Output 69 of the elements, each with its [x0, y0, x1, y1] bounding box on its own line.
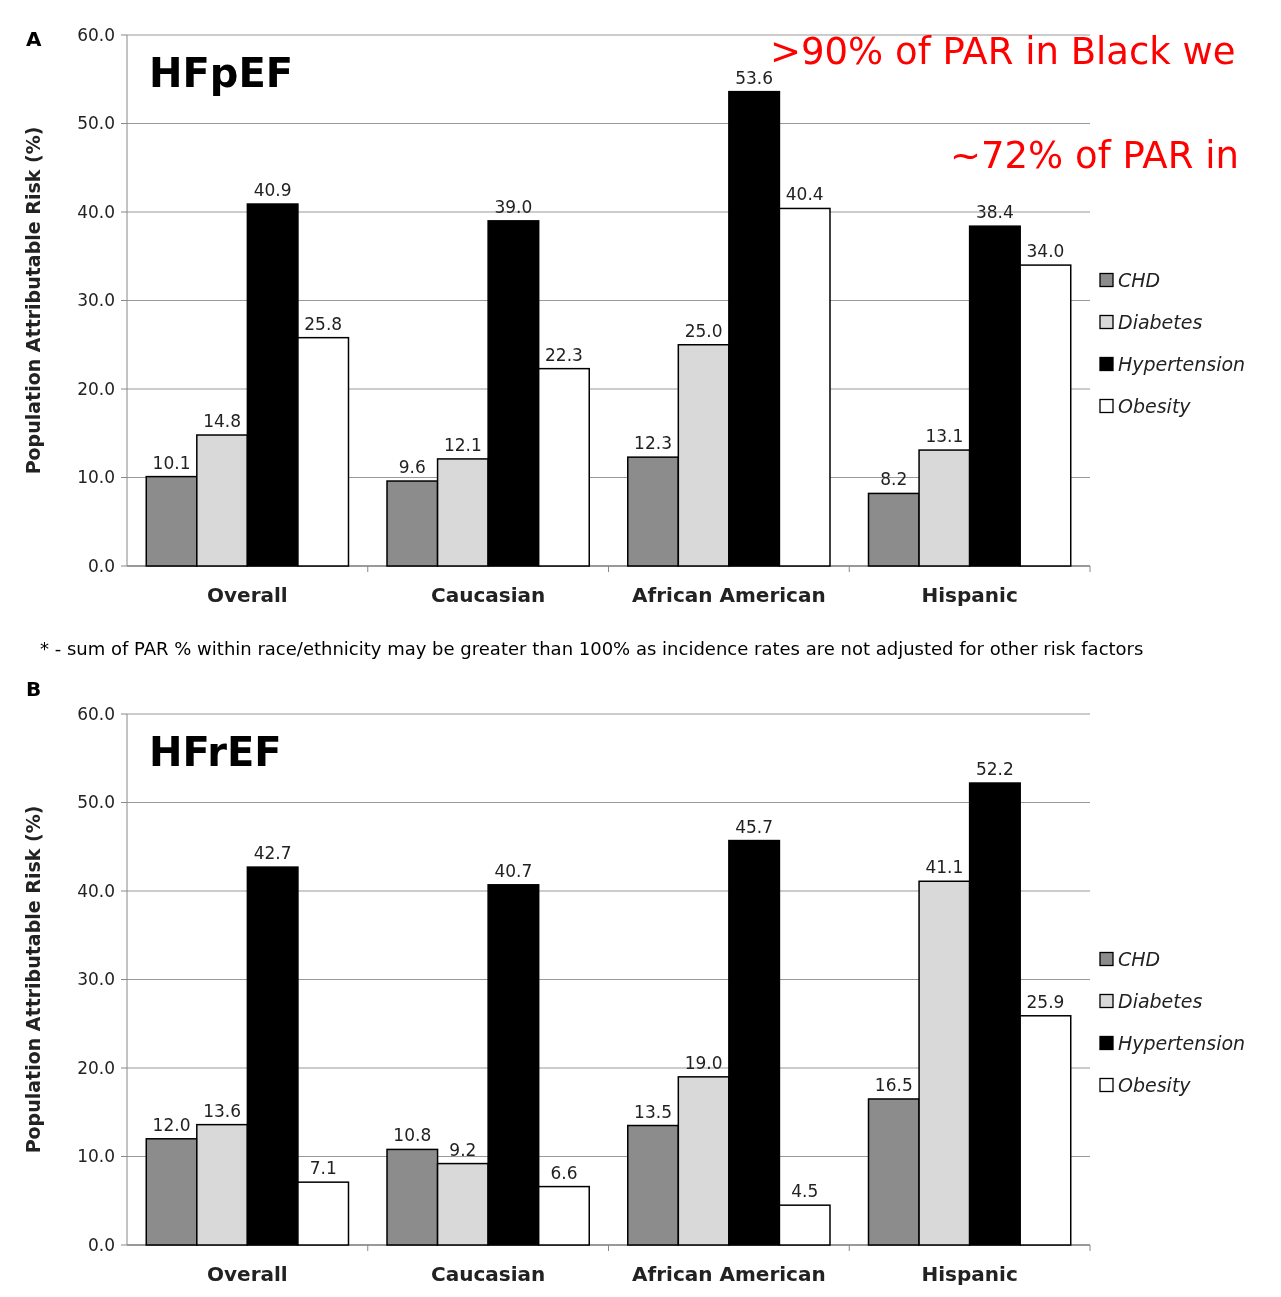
data-label: 6.6 — [550, 1162, 578, 1183]
text: A — [26, 27, 42, 51]
data-label: 16.5 — [874, 1074, 913, 1095]
data-label: 40.4 — [785, 184, 824, 205]
data-label: 39.0 — [494, 196, 533, 217]
data-label: 4.5 — [791, 1181, 819, 1202]
data-label: 25.9 — [1026, 991, 1065, 1012]
data-label: 40.9 — [253, 180, 292, 201]
data-label: 19.0 — [684, 1052, 723, 1073]
data-label: 40.7 — [494, 860, 533, 881]
y-tick-label: 60.0 — [77, 703, 115, 724]
y-tick-label: 0.0 — [87, 555, 115, 576]
data-label: 38.4 — [975, 202, 1014, 223]
data-label: 25.0 — [684, 320, 723, 341]
annotation: ~72% of PAR in — [950, 134, 1239, 177]
text: B — [26, 677, 42, 701]
legend-label: Diabetes — [1118, 990, 1203, 1013]
data-label: 13.6 — [203, 1100, 242, 1121]
legend-label: Obesity — [1118, 395, 1192, 418]
chart-title: HFpEF — [149, 50, 294, 96]
y-tick-label: 30.0 — [77, 290, 115, 311]
y-axis-title: Population Attributable Risk (%) — [22, 805, 44, 1154]
y-tick-label: 40.0 — [77, 880, 115, 901]
x-tick-label: Hispanic — [921, 1262, 1018, 1286]
y-axis-title: Population Attributable Risk (%) — [22, 126, 44, 475]
data-label: 10.8 — [393, 1125, 432, 1146]
data-label: 34.0 — [1026, 241, 1065, 262]
data-label: 7.1 — [309, 1158, 337, 1179]
data-label: 25.8 — [304, 313, 343, 334]
legend-label: Hypertension — [1118, 353, 1246, 376]
data-label: 41.1 — [925, 857, 964, 878]
y-tick-label: 60.0 — [77, 24, 115, 45]
x-tick-label: African American — [632, 1262, 826, 1286]
data-label: 42.7 — [253, 843, 292, 864]
chart-title: HFrEF — [149, 729, 282, 775]
y-tick-label: 50.0 — [77, 113, 115, 134]
legend-label: CHD — [1118, 948, 1161, 971]
y-tick-label: 20.0 — [77, 378, 115, 399]
y-tick-label: 0.0 — [87, 1234, 115, 1255]
legend-label: Hypertension — [1118, 1032, 1246, 1055]
data-label: 14.8 — [203, 411, 242, 432]
y-tick-label: 10.0 — [77, 467, 115, 488]
data-label: 13.5 — [634, 1101, 672, 1122]
data-label: 9.2 — [449, 1139, 477, 1160]
x-tick-label: Overall — [207, 583, 288, 607]
y-tick-label: 50.0 — [77, 792, 115, 813]
data-label: 45.7 — [735, 816, 774, 837]
legend-label: Obesity — [1118, 1074, 1192, 1097]
y-tick-label: 10.0 — [77, 1146, 115, 1167]
y-tick-label: 30.0 — [77, 969, 115, 990]
data-label: 12.0 — [152, 1114, 191, 1135]
x-tick-label: Caucasian — [430, 1262, 546, 1286]
y-tick-label: 20.0 — [77, 1057, 115, 1078]
x-tick-label: African American — [632, 583, 826, 607]
data-label: 10.1 — [152, 452, 191, 473]
data-label: 22.3 — [545, 344, 583, 365]
data-label: 9.6 — [398, 457, 426, 478]
y-tick-label: 40.0 — [77, 201, 115, 222]
legend-label: CHD — [1118, 269, 1161, 292]
data-label: 8.2 — [880, 469, 908, 490]
legend-label: Diabetes — [1118, 311, 1203, 334]
x-tick-label: Hispanic — [921, 583, 1018, 607]
data-label: 52.2 — [975, 759, 1014, 780]
data-label: 13.1 — [925, 426, 964, 447]
data-label: 12.3 — [634, 433, 672, 454]
x-tick-label: Caucasian — [430, 583, 546, 607]
data-label: 12.1 — [443, 434, 482, 455]
text: * - sum of PAR % within race/ethnicity may be greater than 100% as incidence rates are not adjusted for other risk factors — [40, 638, 1144, 659]
x-tick-label: Overall — [207, 1262, 288, 1286]
